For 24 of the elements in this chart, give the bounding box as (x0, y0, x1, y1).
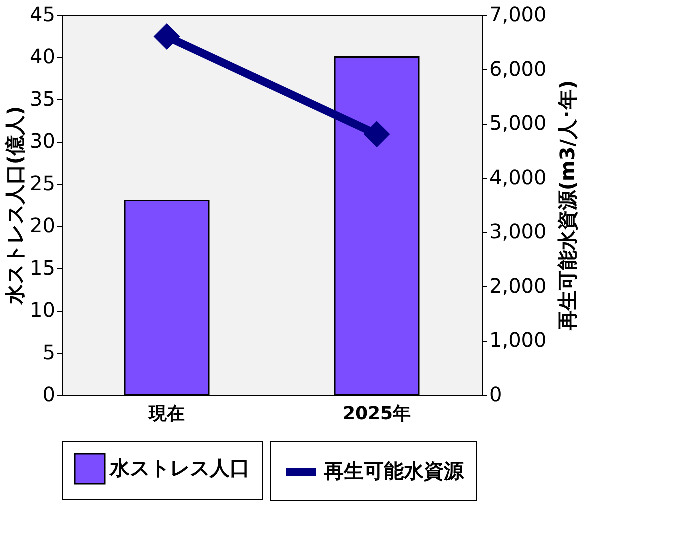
y2-axis-title: 再生可能水資源(m3/人･年) (556, 80, 580, 332)
y-tick-label: 25 (30, 171, 56, 196)
legend-label: 再生可能水資源 (323, 459, 465, 483)
y2-tick-label: 0 (490, 382, 502, 406)
y-tick-label: 0 (42, 382, 56, 406)
x-tick-label: 2025年 (342, 404, 412, 424)
y-tick-label: 40 (30, 44, 56, 69)
y-tick-label: 30 (30, 129, 56, 154)
y-tick-label: 35 (30, 86, 56, 111)
x-tick-label: 現在 (148, 404, 185, 424)
y-tick-label: 5 (42, 340, 56, 364)
y2-tick-label: 2,000 (490, 274, 547, 298)
y2-tick-label: 3,000 (490, 220, 547, 244)
y-tick-label: 20 (30, 214, 56, 238)
legend-label: 水ストレス人口 (109, 456, 250, 480)
y2-tick-label: 1,000 (490, 328, 547, 352)
y2-tick-label: 6,000 (490, 56, 547, 81)
y2-tick-label: 5,000 (490, 111, 547, 136)
y2-tick-label: 4,000 (490, 165, 547, 190)
y2-tick-label: 7,000 (490, 2, 547, 26)
y-axis-title: 水ストレス人口(億人) (3, 106, 28, 306)
y-tick-label: 15 (30, 256, 56, 280)
y-tick-label: 45 (30, 2, 56, 26)
y-tick-label: 10 (30, 298, 56, 322)
